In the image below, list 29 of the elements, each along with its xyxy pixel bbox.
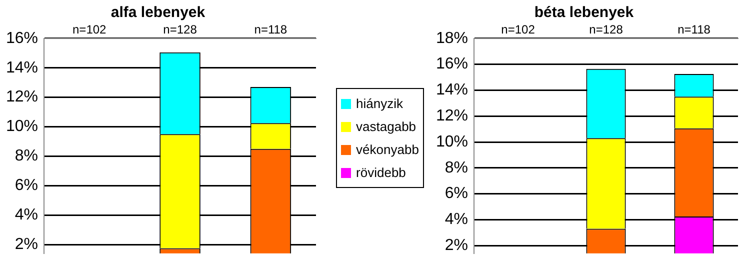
chart-title: béta lebenyek	[534, 4, 634, 22]
y-tick-label: 2%	[444, 237, 468, 254]
x-tick-label: n=128	[589, 22, 624, 37]
legend-label: vékonyabb	[356, 142, 419, 157]
y-tick-label: 4%	[14, 206, 38, 224]
y-tick-label: 16%	[6, 30, 38, 47]
y-tick-label: 8%	[444, 159, 468, 176]
x-tick-label: n=102	[72, 22, 107, 37]
y-tick-label: 12%	[6, 88, 38, 106]
y-tick-label: 10%	[6, 118, 38, 136]
x-tick-label: n=102	[501, 22, 536, 37]
x-tick-label: n=118	[678, 22, 711, 37]
y-tick-label: 6%	[444, 185, 468, 202]
legend-label: hiányzik	[356, 96, 404, 111]
y-tick-label: 6%	[14, 177, 38, 194]
y-tick-label: 4%	[444, 211, 468, 228]
legend-label: vastagabb	[356, 119, 416, 134]
y-tick-label: 18%	[436, 30, 468, 47]
y-tick-label: 10%	[436, 133, 468, 150]
y-tick-label: 8%	[14, 148, 38, 165]
legend-label: rövidebb	[356, 165, 406, 180]
y-tick-label: 16%	[436, 56, 468, 73]
x-tick-label: n=128	[163, 22, 198, 37]
y-tick-label: 2%	[14, 236, 38, 253]
y-tick-label: 12%	[436, 108, 468, 125]
y-tick-label: 14%	[6, 59, 38, 76]
chart-title: alfa lebenyek	[110, 4, 206, 22]
y-tick-label: 14%	[436, 82, 468, 99]
x-tick-label: n=118	[254, 22, 288, 37]
